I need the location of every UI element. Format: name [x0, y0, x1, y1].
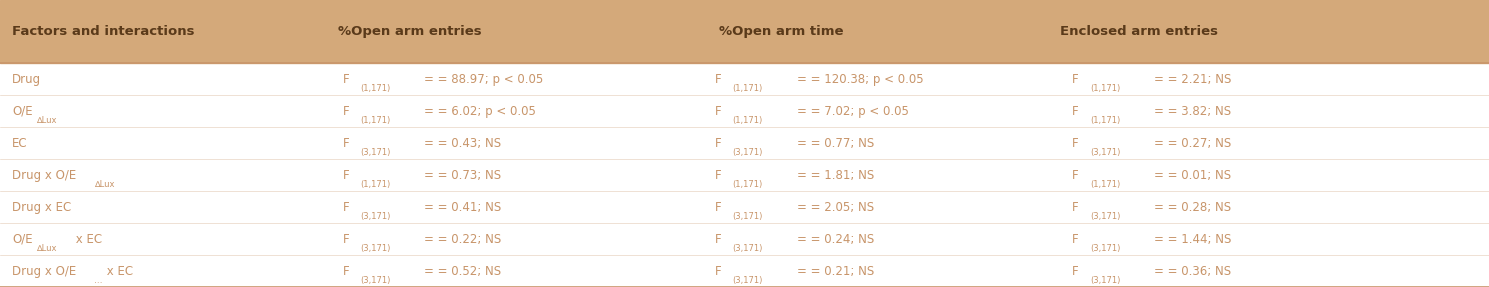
Text: (1,171): (1,171): [1090, 116, 1120, 125]
Text: %Open arm entries: %Open arm entries: [338, 25, 481, 38]
Text: F: F: [1072, 137, 1078, 150]
Text: F: F: [715, 137, 721, 150]
Text: (3,171): (3,171): [733, 276, 762, 285]
Text: = = 0.22; NS: = = 0.22; NS: [424, 232, 502, 246]
Text: (1,171): (1,171): [1090, 84, 1120, 93]
Text: Enclosed arm entries: Enclosed arm entries: [1060, 25, 1218, 38]
Text: F: F: [715, 232, 721, 246]
Text: F: F: [342, 201, 348, 214]
Text: (1,171): (1,171): [360, 116, 390, 125]
Text: (3,171): (3,171): [733, 244, 762, 253]
Text: = = 120.38; p < 0.05: = = 120.38; p < 0.05: [797, 73, 923, 86]
Text: F: F: [715, 265, 721, 278]
Text: = = 0.77; NS: = = 0.77; NS: [797, 137, 874, 150]
Text: …: …: [94, 276, 103, 285]
Text: F: F: [1072, 232, 1078, 246]
Text: = = 1.81; NS: = = 1.81; NS: [797, 168, 874, 182]
Text: Drug x O/E: Drug x O/E: [12, 168, 76, 182]
Text: F: F: [1072, 73, 1078, 86]
Text: = = 6.02; p < 0.05: = = 6.02; p < 0.05: [424, 104, 536, 118]
Text: (1,171): (1,171): [1090, 180, 1120, 189]
Text: F: F: [715, 201, 721, 214]
Text: Drug x O/E: Drug x O/E: [12, 265, 76, 278]
Text: (3,171): (3,171): [360, 276, 390, 285]
Text: = = 0.52; NS: = = 0.52; NS: [424, 265, 502, 278]
Text: F: F: [342, 137, 348, 150]
Text: = = 1.44; NS: = = 1.44; NS: [1154, 232, 1231, 246]
Text: ∆Lux: ∆Lux: [94, 180, 115, 189]
Text: (3,171): (3,171): [1090, 276, 1120, 285]
Text: = = 0.41; NS: = = 0.41; NS: [424, 201, 502, 214]
Text: (1,171): (1,171): [360, 180, 390, 189]
Text: x EC: x EC: [103, 265, 133, 278]
Text: Drug x EC: Drug x EC: [12, 201, 71, 214]
Text: ∆Lux: ∆Lux: [36, 116, 57, 125]
Text: = = 0.21; NS: = = 0.21; NS: [797, 265, 874, 278]
Text: EC: EC: [12, 137, 27, 150]
Text: (3,171): (3,171): [733, 148, 762, 157]
Text: = = 7.02; p < 0.05: = = 7.02; p < 0.05: [797, 104, 908, 118]
Text: = = 0.28; NS: = = 0.28; NS: [1154, 201, 1231, 214]
Text: = = 0.36; NS: = = 0.36; NS: [1154, 265, 1231, 278]
Text: %Open arm time: %Open arm time: [719, 25, 844, 38]
Text: = = 0.27; NS: = = 0.27; NS: [1154, 137, 1231, 150]
Text: F: F: [1072, 265, 1078, 278]
Bar: [0, 0, 1489, 63]
Text: = = 0.43; NS: = = 0.43; NS: [424, 137, 502, 150]
Text: = = 88.97; p < 0.05: = = 88.97; p < 0.05: [424, 73, 543, 86]
Text: x EC: x EC: [71, 232, 103, 246]
Text: F: F: [342, 73, 348, 86]
Text: = = 0.01; NS: = = 0.01; NS: [1154, 168, 1231, 182]
Text: (1,171): (1,171): [360, 84, 390, 93]
Text: (1,171): (1,171): [733, 180, 762, 189]
Text: (3,171): (3,171): [360, 212, 390, 221]
Text: F: F: [1072, 168, 1078, 182]
Text: (1,171): (1,171): [733, 84, 762, 93]
Text: (3,171): (3,171): [1090, 244, 1120, 253]
Text: O/E: O/E: [12, 104, 33, 118]
Text: F: F: [342, 265, 348, 278]
Text: (3,171): (3,171): [360, 148, 390, 157]
Text: O/E: O/E: [12, 232, 33, 246]
Text: ∆Lux: ∆Lux: [36, 244, 57, 253]
Text: (1,171): (1,171): [733, 116, 762, 125]
Text: F: F: [1072, 201, 1078, 214]
Text: = = 0.73; NS: = = 0.73; NS: [424, 168, 502, 182]
Text: F: F: [342, 168, 348, 182]
Text: F: F: [342, 104, 348, 118]
Text: Factors and interactions: Factors and interactions: [12, 25, 195, 38]
Text: = = 2.05; NS: = = 2.05; NS: [797, 201, 874, 214]
Text: (3,171): (3,171): [733, 212, 762, 221]
Text: = = 2.21; NS: = = 2.21; NS: [1154, 73, 1231, 86]
Text: F: F: [715, 104, 721, 118]
Text: F: F: [342, 232, 348, 246]
Text: F: F: [715, 73, 721, 86]
Text: = = 0.24; NS: = = 0.24; NS: [797, 232, 874, 246]
Text: (3,171): (3,171): [360, 244, 390, 253]
Text: (3,171): (3,171): [1090, 212, 1120, 221]
Text: (3,171): (3,171): [1090, 148, 1120, 157]
Text: Drug: Drug: [12, 73, 42, 86]
Text: F: F: [715, 168, 721, 182]
Text: F: F: [1072, 104, 1078, 118]
Text: = = 3.82; NS: = = 3.82; NS: [1154, 104, 1231, 118]
